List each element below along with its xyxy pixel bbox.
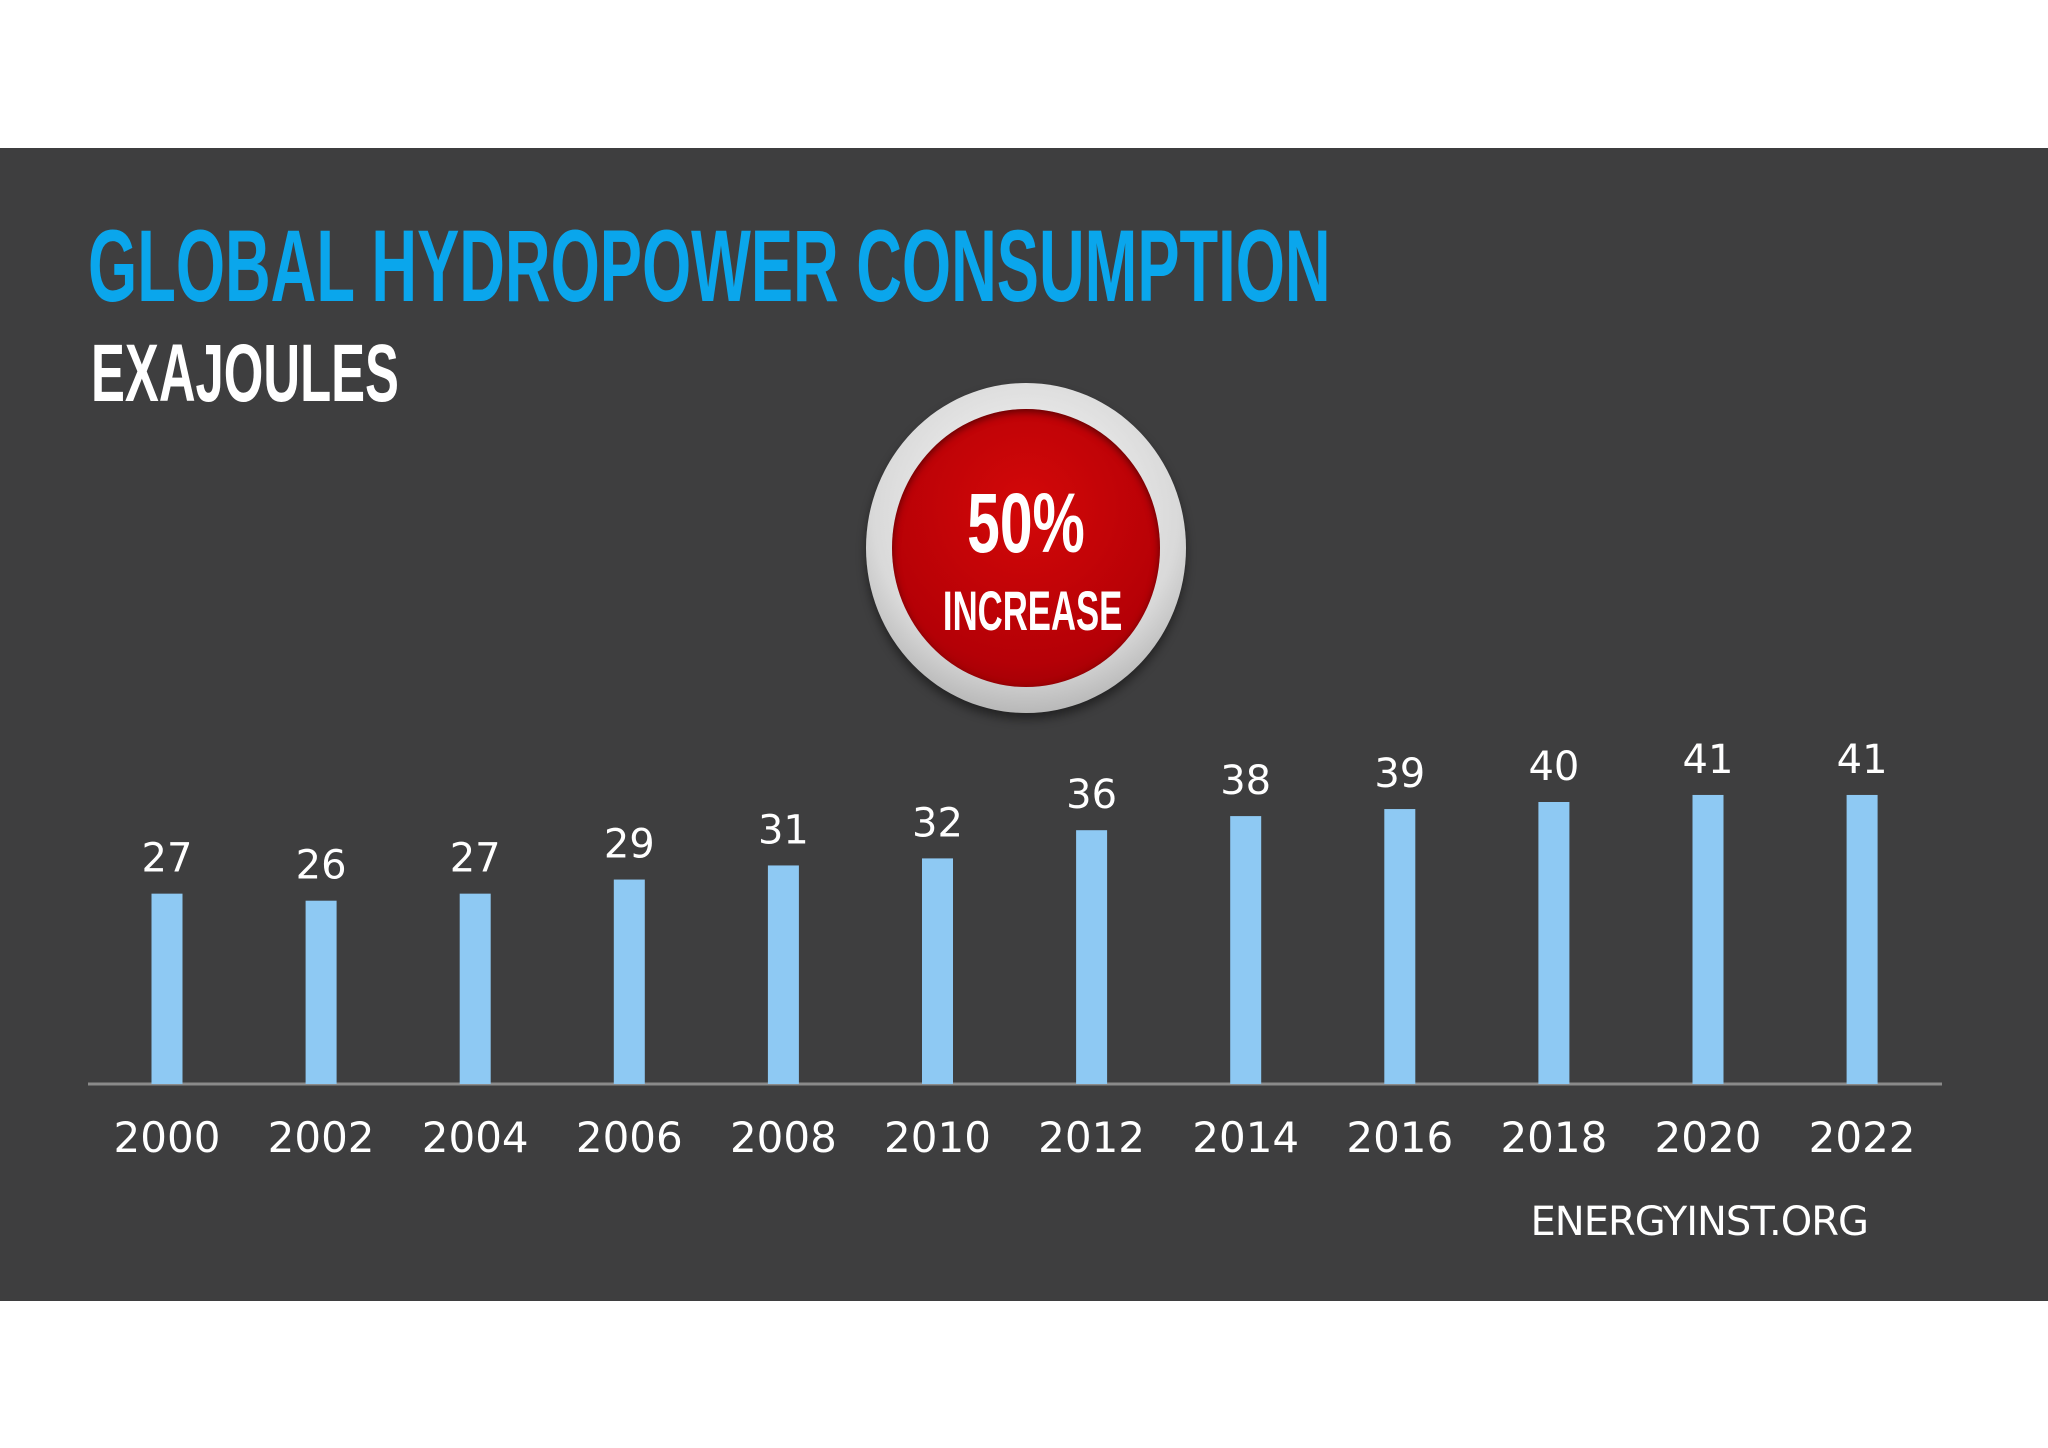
data-label-2006: 29 bbox=[604, 822, 655, 868]
bar-2016 bbox=[1384, 809, 1416, 1084]
data-label-2008: 31 bbox=[758, 807, 809, 853]
x-tick-label-2014: 2014 bbox=[1192, 1113, 1299, 1162]
increase-badge: 50% INCREASE bbox=[866, 383, 1186, 713]
x-tick-label-2018: 2018 bbox=[1500, 1113, 1607, 1162]
bar-2008 bbox=[767, 865, 799, 1084]
chart-panel bbox=[0, 148, 2048, 1301]
data-label-2010: 32 bbox=[912, 800, 963, 846]
bar-2002 bbox=[305, 900, 337, 1084]
x-tick-label-2008: 2008 bbox=[730, 1113, 837, 1162]
bar-2020 bbox=[1692, 794, 1724, 1084]
x-tick-label-2004: 2004 bbox=[422, 1113, 529, 1162]
data-label-2020: 41 bbox=[1683, 737, 1734, 783]
x-tick-label-2006: 2006 bbox=[576, 1113, 683, 1162]
x-tick-label-2020: 2020 bbox=[1655, 1113, 1762, 1162]
bar-2012 bbox=[1076, 830, 1108, 1084]
data-label-2002: 26 bbox=[296, 843, 347, 889]
data-label-2016: 39 bbox=[1374, 751, 1425, 797]
bar-2022 bbox=[1846, 794, 1878, 1084]
x-tick-label-2012: 2012 bbox=[1038, 1113, 1145, 1162]
x-tick-label-2002: 2002 bbox=[268, 1113, 375, 1162]
bar-2000 bbox=[151, 893, 183, 1084]
bar-2018 bbox=[1538, 802, 1570, 1084]
data-label-2022: 41 bbox=[1837, 737, 1888, 783]
bar-2014 bbox=[1230, 816, 1262, 1084]
x-tick-label-2000: 2000 bbox=[114, 1113, 221, 1162]
increase-badge-value: 50% bbox=[967, 476, 1085, 570]
increase-badge-label: INCREASE bbox=[942, 579, 1123, 642]
bar-2010 bbox=[922, 858, 953, 1084]
x-tick-label-2010: 2010 bbox=[884, 1113, 991, 1162]
chart-subtitle: EXAJOULES bbox=[91, 328, 399, 419]
source-credit: ENERGYINST.ORG bbox=[1530, 1199, 1869, 1245]
bar-2004 bbox=[459, 893, 491, 1084]
x-tick-label-2016: 2016 bbox=[1346, 1113, 1453, 1162]
data-label-2014: 38 bbox=[1220, 758, 1271, 804]
chart-title: GLOBAL HYDROPOWER CONSUMPTION bbox=[88, 209, 1331, 323]
bar-2006 bbox=[613, 879, 645, 1084]
x-tick-label-2022: 2022 bbox=[1809, 1113, 1916, 1162]
data-label-2018: 40 bbox=[1528, 744, 1579, 790]
data-label-2004: 27 bbox=[450, 836, 501, 882]
data-label-2000: 27 bbox=[142, 836, 193, 882]
data-label-2012: 36 bbox=[1066, 772, 1117, 818]
increase-badge-center: 50% INCREASE bbox=[892, 409, 1160, 687]
